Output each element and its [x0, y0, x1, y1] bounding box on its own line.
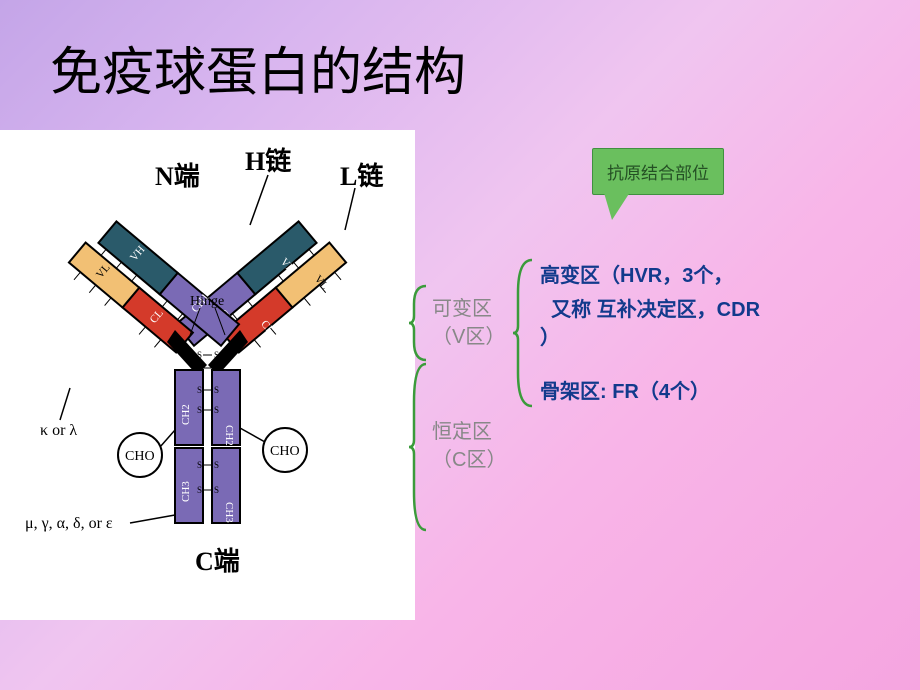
- svg-text:S: S: [197, 485, 202, 495]
- svg-text:S: S: [197, 363, 202, 373]
- fr-label: 骨架区: FR（4个）: [540, 378, 710, 406]
- svg-text:S: S: [197, 350, 202, 360]
- brace-v-children: [512, 258, 536, 408]
- antibody-svg: CH1 VH CL VL: [0, 130, 415, 620]
- hvr-line3: ）: [540, 324, 760, 352]
- l-chain-label: L链: [340, 161, 383, 191]
- h-chain-label: H链: [245, 146, 291, 176]
- hvr-line1: 高变区（HVR，3个，: [540, 262, 760, 290]
- svg-text:CH3: CH3: [223, 502, 235, 523]
- svg-text:S: S: [197, 385, 202, 395]
- svg-text:S: S: [214, 485, 219, 495]
- kappa-lambda-label: κ or λ: [40, 422, 77, 439]
- svg-text:S: S: [197, 460, 202, 470]
- svg-text:S: S: [214, 363, 219, 373]
- brace-c-region: [408, 362, 430, 532]
- antigen-binding-callout: 抗原结合部位: [592, 148, 724, 195]
- svg-text:CH2: CH2: [223, 425, 235, 446]
- hvr-line2: 又称 互补决定区，CDR: [551, 299, 760, 321]
- svg-text:CH2: CH2: [180, 404, 192, 425]
- v-region-text: 可变区: [432, 298, 492, 320]
- c-end-label: C端: [195, 547, 240, 576]
- hvr-label: 高变区（HVR，3个， 又称 互补决定区，CDR ）: [540, 262, 760, 352]
- svg-text:S: S: [214, 460, 219, 470]
- c-region-text: 恒定区: [432, 421, 492, 443]
- brace-v-region: [408, 284, 430, 362]
- callout-tail: [602, 186, 634, 220]
- c-region-label: 恒定区 （C区）: [432, 418, 506, 474]
- svg-text:S: S: [214, 385, 219, 395]
- svg-text:S: S: [197, 405, 202, 415]
- v-region-sub: （V区）: [432, 326, 505, 348]
- v-region-label: 可变区 （V区）: [432, 295, 505, 351]
- svg-text:CH3: CH3: [180, 481, 192, 502]
- svg-text:S: S: [214, 405, 219, 415]
- mu-etc-label: μ, γ, α, δ, or ε: [25, 515, 113, 532]
- slide-title: 免疫球蛋白的结构: [50, 30, 466, 105]
- c-region-sub: （C区）: [432, 449, 506, 471]
- hinge-label: Hinge: [190, 294, 224, 309]
- antibody-diagram: CH1 VH CL VL: [0, 130, 415, 620]
- svg-text:S: S: [214, 350, 219, 360]
- n-end-label: N端: [155, 162, 200, 191]
- cho-label-left: CHO: [125, 449, 155, 464]
- cho-label-right: CHO: [270, 444, 300, 459]
- slide: 免疫球蛋白的结构: [0, 0, 920, 690]
